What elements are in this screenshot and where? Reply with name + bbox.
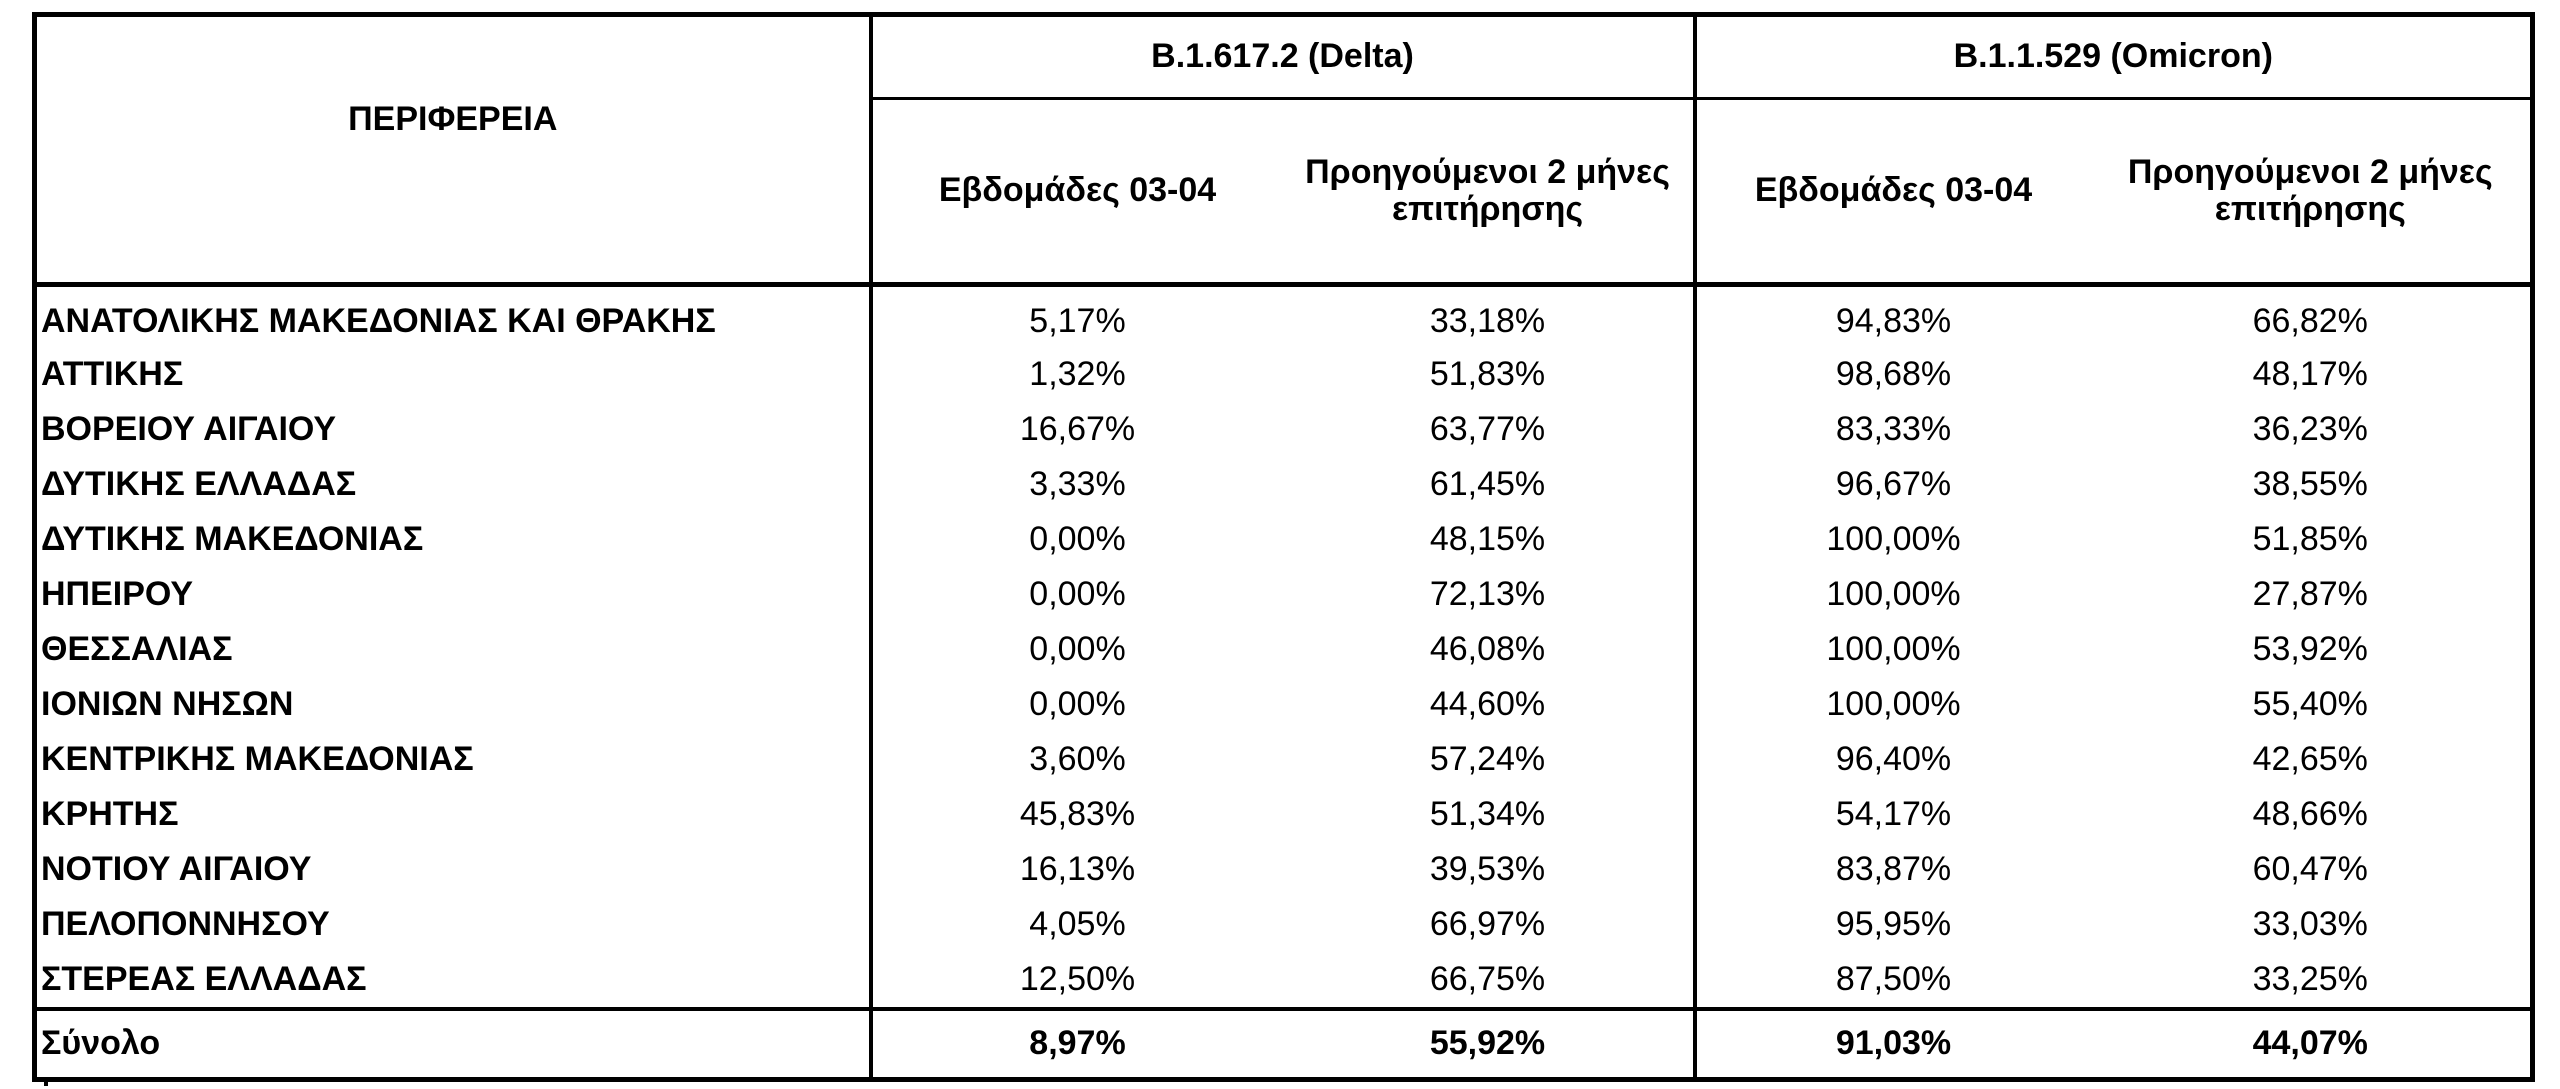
- omicron-previous-months-cell: 33,03%: [2090, 897, 2536, 952]
- table-row: ΙΟΝΙΩΝ ΝΗΣΩΝ 0,00% 44,60% 100,00% 55,40%: [32, 677, 2536, 732]
- delta-weeks-cell: 16,67%: [1019, 409, 1136, 448]
- omicron-weeks-cell: 95,95%: [1835, 904, 1952, 943]
- omicron-group-header: B.1.1.529 (Omicron): [1694, 12, 2536, 100]
- table-row: ΔΥΤΙΚΗΣ ΜΑΚΕΔΟΝΙΑΣ 0,00% 48,15% 100,00% 51,8…: [32, 512, 2536, 567]
- table-header: ΠΕΡΙΦΕΡΕΙΑ B.1.617.2 (Delta) B.1.1.529 (…: [32, 12, 2536, 287]
- delta-previous-months-cell: 51,83%: [1282, 347, 1697, 402]
- variant-distribution-table: ΠΕΡΙΦΕΡΕΙΑ B.1.617.2 (Delta) B.1.1.529 (…: [32, 12, 2536, 1082]
- table-row: ΑΝΑΤΟΛΙΚΗΣ ΜΑΚΕΔΟΝΙΑΣ ΚΑΙ ΘΡΑΚΗΣ 5,17% 33,…: [32, 284, 2536, 347]
- table-footer: Σύνολο 8,97% 55,92% 91,03% 44,07%: [32, 1007, 2536, 1082]
- variant-distribution-table-wrapper: ΠΕΡΙΦΕΡΕΙΑ B.1.617.2 (Delta) B.1.1.529 (…: [32, 12, 2536, 1082]
- omicron-previous-months-cell: 66,82%: [2090, 284, 2536, 347]
- delta-weeks-cell: 0,00%: [1029, 629, 1126, 668]
- region-name-cell: ΣΤΕΡΕΑΣ ΕΛΛΑΔΑΣ: [32, 952, 873, 1009]
- delta-weeks-cell: 3,33%: [1029, 464, 1126, 503]
- region-name-cell: ΠΕΛΟΠΟΝΝΗΣΟΥ: [32, 897, 873, 952]
- total-delta-weeks: 8,97%: [870, 1007, 1283, 1082]
- delta-weeks-cell: 3,60%: [1029, 739, 1126, 778]
- omicron-previous-months-cell: 33,25%: [2090, 952, 2536, 1009]
- delta-previous-months-cell: 51,34%: [1282, 787, 1697, 842]
- delta-previous-months-cell: 72,13%: [1282, 567, 1697, 622]
- delta-previous-months-cell: 66,75%: [1282, 952, 1697, 1009]
- omicron-weeks-cell: 96,67%: [1835, 464, 1952, 503]
- delta-previous-months-cell: 46,08%: [1282, 622, 1697, 677]
- delta-previous-months-cell: 39,53%: [1282, 842, 1697, 897]
- omicron-weeks-cell: 83,87%: [1835, 849, 1952, 888]
- total-label: Σύνολο: [32, 1007, 873, 1082]
- region-name-cell: ΘΕΣΣΑΛΙΑΣ: [32, 622, 873, 677]
- omicron-weeks-cell: 54,17%: [1835, 794, 1952, 833]
- omicron-previous-months-cell: 42,65%: [2090, 732, 2536, 787]
- table-row: ΚΡΗΤΗΣ 45,83% 51,34% 54,17% 48,66%: [32, 787, 2536, 842]
- omicron-previous-months-cell: 53,92%: [2090, 622, 2536, 677]
- table-row: ΣΤΕΡΕΑΣ ΕΛΛΑΔΑΣ 12,50% 66,75% 87,50% 33,25%: [32, 952, 2536, 1009]
- total-delta-previous-months: 55,92%: [1282, 1007, 1697, 1082]
- omicron-weeks-cell: 98,68%: [1835, 354, 1952, 393]
- region-column-header: ΠΕΡΙΦΕΡΕΙΑ: [32, 12, 873, 287]
- table-row: ΒΟΡΕΙΟΥ ΑΙΓΑΙΟΥ 16,67% 63,77% 83,33% 36,23%: [32, 402, 2536, 457]
- omicron-previous-months-cell: 27,87%: [2090, 567, 2536, 622]
- omicron-weeks-cell: 100,00%: [1826, 629, 1961, 668]
- region-name-cell: ΚΕΝΤΡΙΚΗΣ ΜΑΚΕΔΟΝΙΑΣ: [32, 732, 873, 787]
- delta-weeks-cell: 16,13%: [1019, 849, 1136, 888]
- omicron-previous-months-cell: 38,55%: [2090, 457, 2536, 512]
- total-omicron-weeks: 91,03%: [1694, 1007, 2091, 1082]
- omicron-previous-months-cell: 60,47%: [2090, 842, 2536, 897]
- delta-previous-months-cell: 33,18%: [1282, 284, 1697, 347]
- omicron-previous-months-header: Προηγούμενοι 2 μήνες επιτήρησης: [2090, 98, 2536, 287]
- omicron-weeks-cell: 100,00%: [1826, 519, 1961, 558]
- omicron-previous-months-cell: 51,85%: [2090, 512, 2536, 567]
- table-row: ΠΕΛΟΠΟΝΝΗΣΟΥ 4,05% 66,97% 95,95% 33,03%: [32, 897, 2536, 952]
- table-row: ΗΠΕΙΡΟΥ 0,00% 72,13% 100,00% 27,87%: [32, 567, 2536, 622]
- delta-weeks-header: Εβδομάδες 03-04: [870, 98, 1283, 287]
- table-row: ΚΕΝΤΡΙΚΗΣ ΜΑΚΕΔΟΝΙΑΣ 3,60% 57,24% 96,40% 42,…: [32, 732, 2536, 787]
- delta-previous-months-cell: 44,60%: [1282, 677, 1697, 732]
- delta-previous-months-cell: 57,24%: [1282, 732, 1697, 787]
- omicron-weeks-header: Εβδομάδες 03-04: [1694, 98, 2091, 287]
- region-name-cell: ΝΟΤΙΟΥ ΑΙΓΑΙΟΥ: [32, 842, 873, 897]
- region-name-cell: ΔΥΤΙΚΗΣ ΜΑΚΕΔΟΝΙΑΣ: [32, 512, 873, 567]
- table-row: ΑΤΤΙΚΗΣ 1,32% 51,83% 98,68% 48,17%: [32, 347, 2536, 402]
- region-name-cell: ΚΡΗΤΗΣ: [32, 787, 873, 842]
- region-name-cell: ΑΝΑΤΟΛΙΚΗΣ ΜΑΚΕΔΟΝΙΑΣ ΚΑΙ ΘΡΑΚΗΣ: [32, 284, 873, 347]
- delta-weeks-cell: 4,05%: [1029, 904, 1126, 943]
- delta-weeks-cell: 1,32%: [1029, 354, 1126, 393]
- delta-previous-months-cell: 48,15%: [1282, 512, 1697, 567]
- table-row: ΝΟΤΙΟΥ ΑΙΓΑΙΟΥ 16,13% 39,53% 83,87% 60,47%: [32, 842, 2536, 897]
- table-row: ΔΥΤΙΚΗΣ ΕΛΛΑΔΑΣ 3,33% 61,45% 96,67% 38,55%: [32, 457, 2536, 512]
- omicron-weeks-cell: 100,00%: [1826, 684, 1961, 723]
- region-name-cell: ΑΤΤΙΚΗΣ: [32, 347, 873, 402]
- delta-weeks-cell: 45,83%: [1019, 794, 1136, 833]
- delta-weeks-cell: 12,50%: [1019, 959, 1136, 998]
- total-row: Σύνολο 8,97% 55,92% 91,03% 44,07%: [32, 1007, 2536, 1082]
- header-row-subheaders: Εβδομάδες 03-04 Προηγούμενοι 2 μήνες επι…: [35, 98, 2536, 287]
- omicron-weeks-cell: 94,83%: [1835, 302, 1952, 341]
- region-name-cell: ΗΠΕΙΡΟΥ: [32, 567, 873, 622]
- region-name-cell: ΙΟΝΙΩΝ ΝΗΣΩΝ: [32, 677, 873, 732]
- delta-group-header: B.1.617.2 (Delta): [870, 12, 1697, 100]
- omicron-weeks-cell: 96,40%: [1835, 739, 1952, 778]
- delta-previous-months-cell: 61,45%: [1282, 457, 1697, 512]
- omicron-weeks-cell: 100,00%: [1826, 574, 1961, 613]
- delta-weeks-cell: 5,17%: [1029, 302, 1126, 341]
- total-omicron-previous-months: 44,07%: [2090, 1007, 2536, 1082]
- delta-previous-months-cell: 63,77%: [1282, 402, 1697, 457]
- header-row-groups: ΠΕΡΙΦΕΡΕΙΑ B.1.617.2 (Delta) B.1.1.529 (…: [32, 12, 2536, 287]
- omicron-previous-months-cell: 36,23%: [2090, 402, 2536, 457]
- delta-weeks-cell: 0,00%: [1029, 684, 1126, 723]
- delta-weeks-cell: 0,00%: [1029, 519, 1126, 558]
- omicron-previous-months-cell: 48,17%: [2090, 347, 2536, 402]
- delta-previous-months-cell: 66,97%: [1282, 897, 1697, 952]
- omicron-previous-months-cell: 48,66%: [2090, 787, 2536, 842]
- omicron-previous-months-cell: 55,40%: [2090, 677, 2536, 732]
- region-name-cell: ΔΥΤΙΚΗΣ ΕΛΛΑΔΑΣ: [32, 457, 873, 512]
- footnote-mark: [44, 1078, 48, 1086]
- omicron-weeks-cell: 83,33%: [1835, 409, 1952, 448]
- table-body: ΑΝΑΤΟΛΙΚΗΣ ΜΑΚΕΔΟΝΙΑΣ ΚΑΙ ΘΡΑΚΗΣ 5,17% 33,…: [32, 284, 2536, 1009]
- region-name-cell: ΒΟΡΕΙΟΥ ΑΙΓΑΙΟΥ: [32, 402, 873, 457]
- omicron-weeks-cell: 87,50%: [1835, 959, 1952, 998]
- delta-previous-months-header: Προηγούμενοι 2 μήνες επιτήρησης: [1282, 98, 1697, 287]
- delta-weeks-cell: 0,00%: [1029, 574, 1126, 613]
- table-row: ΘΕΣΣΑΛΙΑΣ 0,00% 46,08% 100,00% 53,92%: [32, 622, 2536, 677]
